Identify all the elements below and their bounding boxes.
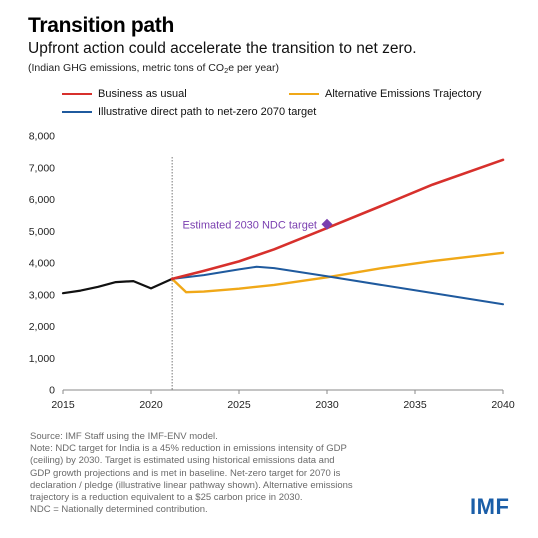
units-subscript: 2 (224, 66, 229, 75)
legend-item-alt: Alternative Emissions Trajectory (289, 88, 482, 100)
x-tick-label: 2025 (227, 399, 251, 411)
line-chart: 0 1,000 2,000 3,000 4,000 5,000 6,000 7,000 8,00… (29, 131, 515, 412)
note-line: (ceiling) by 2030. Target is estimated u… (30, 455, 335, 467)
units-prefix: (Indian GHG emissions, metric tons of CO (28, 62, 225, 74)
source-notes: Source: IMF Staff using the IMF-ENV mode… (30, 431, 430, 516)
legend-label-alt: Alternative Emissions Trajectory (325, 88, 482, 100)
legend-swatch-alt (289, 93, 319, 95)
y-tick-label: 6,000 (29, 194, 55, 206)
ndc-target-marker (321, 218, 333, 230)
legend-label-direct: Illustrative direct path to net-zero 207… (98, 106, 317, 118)
ndc-target-label: Estimated 2030 NDC target (182, 219, 317, 231)
legend-swatch-direct (62, 111, 92, 113)
x-tick-label: 2040 (491, 399, 515, 411)
x-tick-label: 2030 (315, 399, 339, 411)
series-line-history (61, 277, 174, 295)
y-tick-label: 2,000 (29, 321, 55, 333)
imf-logo: IMF (470, 494, 510, 519)
note-line: GDP growth projections and is met in bas… (30, 467, 341, 479)
legend-swatch-bau (62, 93, 92, 95)
note-line: declaration / pledge (illustrative linea… (30, 479, 353, 491)
y-tick-label: 3,000 (29, 289, 55, 301)
y-tick-label: 4,000 (29, 258, 55, 270)
chart-subtitle: Upfront action could accelerate the tran… (28, 40, 417, 57)
legend-item-direct: Illustrative direct path to net-zero 207… (62, 106, 316, 118)
chart-title: Transition path (28, 14, 175, 37)
note-line: Note: NDC target for India is a 45% redu… (30, 443, 347, 455)
note-line: NDC = Nationally determined contribution… (30, 504, 208, 516)
note-line: trajectory is a reduction equivalent to … (30, 492, 303, 504)
y-tick-label: 8,000 (29, 131, 55, 143)
y-tick-label: 1,000 (29, 353, 55, 365)
y-tick-label: 7,000 (29, 162, 55, 174)
legend-label-bau: Business as usual (98, 88, 187, 100)
units-suffix: e per year) (228, 62, 280, 74)
x-tick-label: 2035 (403, 399, 427, 411)
series-line-bau (170, 158, 505, 281)
y-tick-label: 5,000 (29, 226, 55, 238)
note-line: Source: IMF Staff using the IMF-ENV mode… (30, 431, 218, 442)
x-tick-label: 2015 (51, 399, 75, 411)
series-line-direct (171, 265, 504, 306)
legend-item-bau: Business as usual (62, 88, 187, 100)
units-label: (Indian GHG emissions, metric tons of CO… (28, 62, 279, 74)
y-tick-label: 0 (49, 385, 55, 397)
series-line-alt (170, 251, 505, 294)
x-tick-label: 2020 (139, 399, 163, 411)
